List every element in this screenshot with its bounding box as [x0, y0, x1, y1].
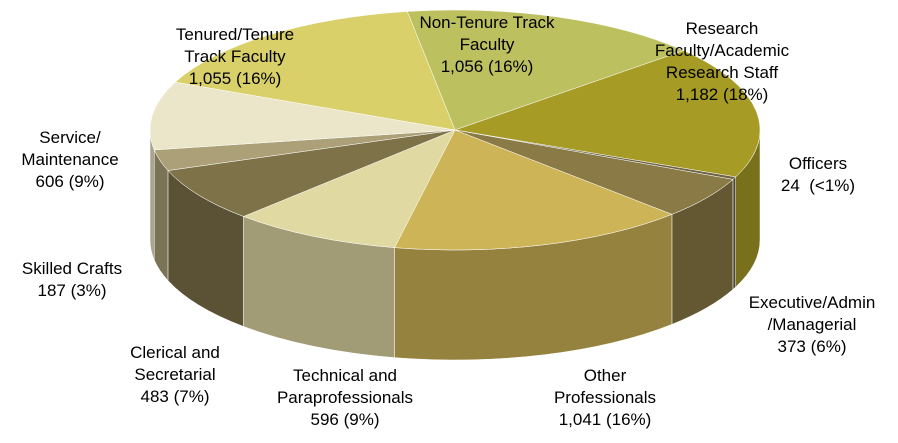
category-label: Service/ Maintenance [21, 128, 119, 169]
data-label: Non-Tenure Track Faculty 1,056 (16%) [407, 12, 567, 78]
pie-slice [167, 129, 456, 217]
data-label: Technical and Paraprofessionals 596 (9%) [255, 365, 435, 431]
category-label: Technical and Paraprofessionals [276, 366, 414, 407]
data-label: Tenured/Tenure Track Faculty 1,055 (16%) [165, 24, 305, 90]
category-label: Officers [788, 154, 848, 173]
value-label: 483 (7%) [140, 387, 210, 406]
pie-slice-side [732, 176, 736, 290]
pie-slice-side [149, 129, 155, 261]
data-label: Skilled Crafts 187 (3%) [7, 258, 137, 302]
category-label: Other Professionals [553, 366, 657, 407]
category-label: Skilled Crafts [21, 259, 123, 278]
pie-slice-side [153, 149, 169, 282]
pie-tops [149, 9, 761, 251]
value-label: 1,182 (18%) [675, 85, 769, 104]
data-label: Research Faculty/Academic Research Staff… [635, 18, 810, 106]
value-label: 596 (9%) [310, 410, 380, 429]
value-label: 24 (<1%) [780, 176, 856, 195]
pie-sides [149, 129, 761, 361]
data-label: Service/ Maintenance 606 (9%) [15, 127, 125, 193]
value-label: 1,056 (16%) [440, 57, 534, 76]
data-label: Executive/Admin /Managerial 373 (6%) [737, 292, 887, 358]
category-label: Non-Tenure Track Faculty [419, 13, 555, 54]
pie-slice [454, 50, 761, 178]
value-label: 187 (3%) [37, 281, 107, 300]
category-label: Executive/Admin /Managerial [748, 293, 876, 334]
data-label: Officers 24 (<1%) [773, 153, 863, 197]
data-label: Clerical and Secretarial 483 (7%) [120, 342, 230, 408]
value-label: 1,041 (16%) [558, 410, 652, 429]
pie-slice [406, 9, 685, 131]
category-label: Tenured/Tenure Track Faculty [175, 25, 295, 66]
pie-slice [174, 11, 456, 131]
data-label: Other Professionals 1,041 (16%) [535, 365, 675, 431]
category-label: Clerical and Secretarial [130, 343, 220, 384]
category-label: Research Faculty/Academic Research Staff [654, 19, 790, 82]
value-label: 606 (9%) [35, 172, 105, 191]
pie-slice [149, 81, 456, 151]
value-label: 1,055 (16%) [188, 69, 282, 88]
value-label: 373 (6%) [777, 337, 847, 356]
pie-slice [242, 129, 456, 248]
pie-slice [394, 129, 673, 251]
